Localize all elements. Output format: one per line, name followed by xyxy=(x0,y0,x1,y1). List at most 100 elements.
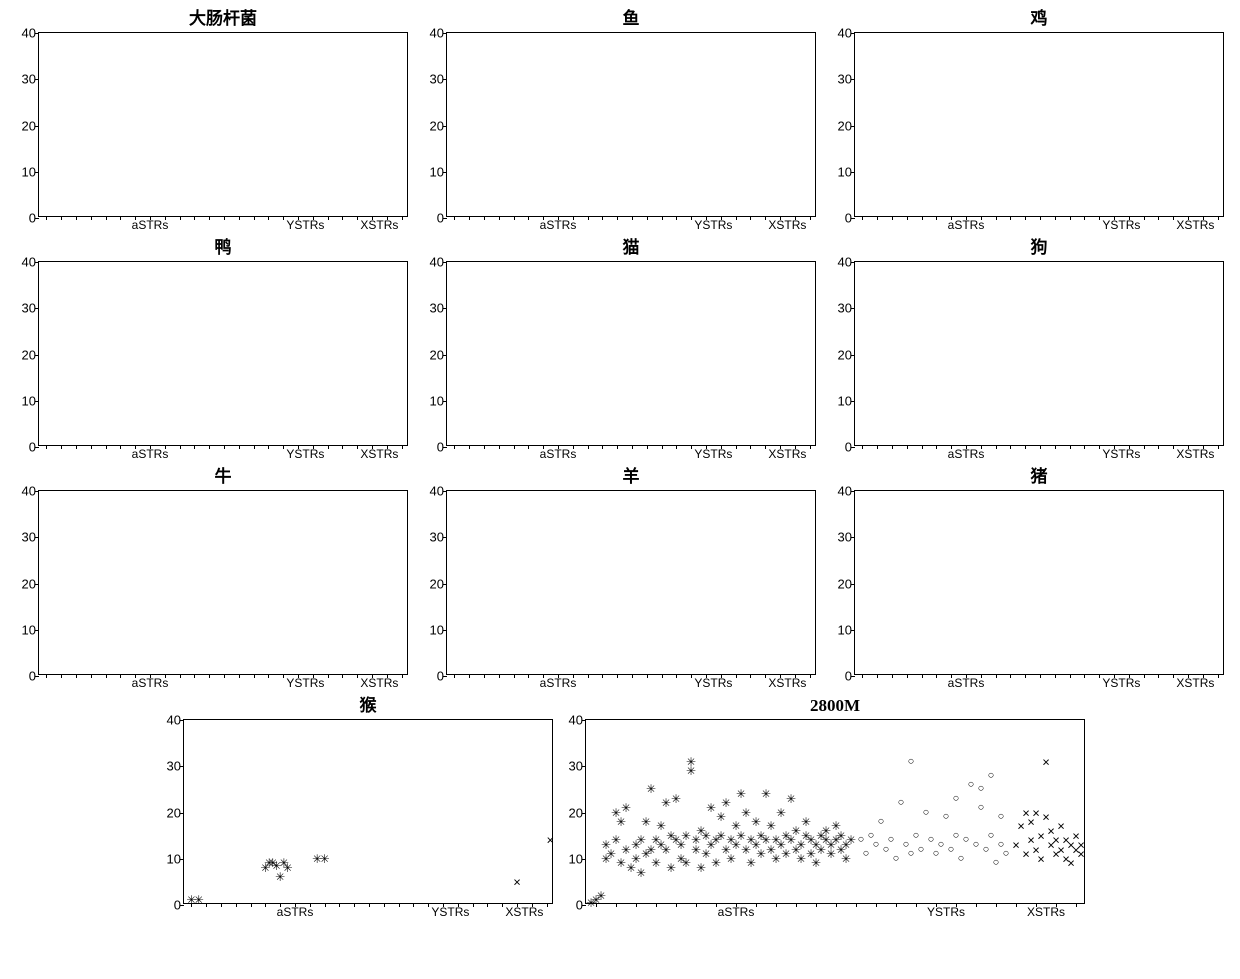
marker-asterisk: ✳ xyxy=(681,830,691,842)
marker-asterisk: ✳ xyxy=(611,834,621,846)
marker-asterisk: ✳ xyxy=(781,848,791,860)
ytick-label: 10 xyxy=(430,393,447,408)
marker-asterisk: ✳ xyxy=(826,848,836,860)
marker-asterisk: ✳ xyxy=(796,853,806,865)
marker-asterisk: ✳ xyxy=(606,848,616,860)
xtick-mark xyxy=(856,903,857,907)
xtick-mark xyxy=(750,445,751,449)
xtick-mark xyxy=(876,903,877,907)
plot-area: 010203040aSTRsYSTRsXSTRs xyxy=(854,490,1224,675)
xtick-mark xyxy=(1158,674,1159,678)
marker-asterisk: ✳ xyxy=(686,765,696,777)
marker-asterisk: ✳ xyxy=(741,807,751,819)
xtick-mark xyxy=(1025,216,1026,220)
marker-cross: × xyxy=(1017,820,1025,833)
xtick-mark xyxy=(283,445,284,449)
xtick-mark xyxy=(662,216,663,220)
xtick-mark xyxy=(342,674,343,678)
xtick-mark xyxy=(528,674,529,678)
xtick-mark xyxy=(180,674,181,678)
xlabel: aSTRs xyxy=(718,903,755,919)
marker-asterisk: ✳ xyxy=(616,816,626,828)
plot-area: 010203040aSTRsYSTRsXSTRs xyxy=(38,490,408,675)
ytick-label: 40 xyxy=(838,26,855,41)
xtick-mark xyxy=(750,216,751,220)
xtick-mark xyxy=(342,216,343,220)
marker-circle: ○ xyxy=(958,853,965,864)
xtick-mark xyxy=(120,216,121,220)
xtick-mark xyxy=(76,445,77,449)
xtick-mark xyxy=(473,903,474,907)
ytick-label: 30 xyxy=(22,301,39,316)
ytick-label: 0 xyxy=(845,440,855,455)
marker-circle: ○ xyxy=(858,835,865,846)
xtick-mark xyxy=(936,674,937,678)
marker-asterisk: ✳ xyxy=(706,802,716,814)
ytick-label: 10 xyxy=(430,622,447,637)
marker-asterisk: ✳ xyxy=(641,816,651,828)
panel-title: 狗 xyxy=(854,239,1224,261)
xtick-mark xyxy=(224,674,225,678)
xtick-mark xyxy=(221,903,222,907)
marker-asterisk: ✳ xyxy=(801,816,811,828)
xtick-mark xyxy=(357,674,358,678)
xtick-mark xyxy=(862,674,863,678)
xtick-mark xyxy=(499,674,500,678)
panel-title: 鸭 xyxy=(38,239,408,261)
xtick-mark xyxy=(1099,216,1100,220)
xtick-mark xyxy=(1076,903,1077,907)
xtick-mark xyxy=(469,216,470,220)
marker-asterisk: ✳ xyxy=(283,862,293,874)
ytick-label: 10 xyxy=(838,393,855,408)
xtick-mark xyxy=(602,445,603,449)
marker-circle: ○ xyxy=(988,830,995,841)
xtick-mark xyxy=(691,445,692,449)
panel-fish: 鱼010203040aSTRsYSTRsXSTRs xyxy=(418,10,816,235)
xtick-mark xyxy=(46,674,47,678)
marker-circle: ○ xyxy=(913,830,920,841)
xtick-mark xyxy=(91,445,92,449)
ytick-label: 20 xyxy=(838,118,855,133)
ytick-label: 10 xyxy=(430,164,447,179)
marker-asterisk: ✳ xyxy=(681,857,691,869)
marker-circle: ○ xyxy=(983,844,990,855)
xtick-mark xyxy=(1055,216,1056,220)
ytick-label: 20 xyxy=(430,576,447,591)
plot-area: 010203040aSTRsYSTRsXSTRs xyxy=(854,32,1224,217)
xtick-mark xyxy=(617,216,618,220)
marker-asterisk: ✳ xyxy=(320,853,330,865)
marker-asterisk: ✳ xyxy=(841,853,851,865)
ytick-label: 10 xyxy=(838,164,855,179)
marker-asterisk: ✳ xyxy=(616,857,626,869)
panel-title: 鸡 xyxy=(854,10,1224,32)
marker-cross: × xyxy=(1037,829,1045,842)
xtick-mark xyxy=(224,216,225,220)
marker-asterisk: ✳ xyxy=(661,844,671,856)
panel-title: 羊 xyxy=(446,468,816,490)
panel-cat: 猫010203040aSTRsYSTRsXSTRs xyxy=(418,239,816,464)
marker-circle: ○ xyxy=(978,784,985,795)
xtick-mark xyxy=(691,674,692,678)
xtick-mark xyxy=(1158,216,1159,220)
xtick-mark xyxy=(1084,674,1085,678)
xtick-mark xyxy=(877,674,878,678)
xtick-mark xyxy=(484,445,485,449)
xtick-mark xyxy=(239,674,240,678)
marker-asterisk: ✳ xyxy=(756,848,766,860)
marker-asterisk: ✳ xyxy=(736,830,746,842)
ytick-label: 20 xyxy=(569,805,586,820)
xtick-mark xyxy=(1218,445,1219,449)
xtick-mark xyxy=(224,445,225,449)
panel-duck: 鸭010203040aSTRsYSTRsXSTRs xyxy=(10,239,408,464)
ytick-label: 20 xyxy=(838,576,855,591)
marker-cross: × xyxy=(1067,857,1075,870)
plot-area: 010203040aSTRsYSTRsXSTRs xyxy=(446,490,816,675)
xlabel: YSTRs xyxy=(1102,674,1140,690)
xtick-mark xyxy=(736,674,737,678)
xtick-mark xyxy=(265,903,266,907)
plot-area: 010203040aSTRsYSTRsXSTRs✳✳✳✳✳✳✳✳✳✳✳×× xyxy=(183,719,553,904)
plot-area: 010203040aSTRsYSTRsXSTRs xyxy=(854,261,1224,446)
ytick-label: 0 xyxy=(29,211,39,226)
marker-circle: ○ xyxy=(1003,849,1010,860)
xtick-mark xyxy=(514,674,515,678)
